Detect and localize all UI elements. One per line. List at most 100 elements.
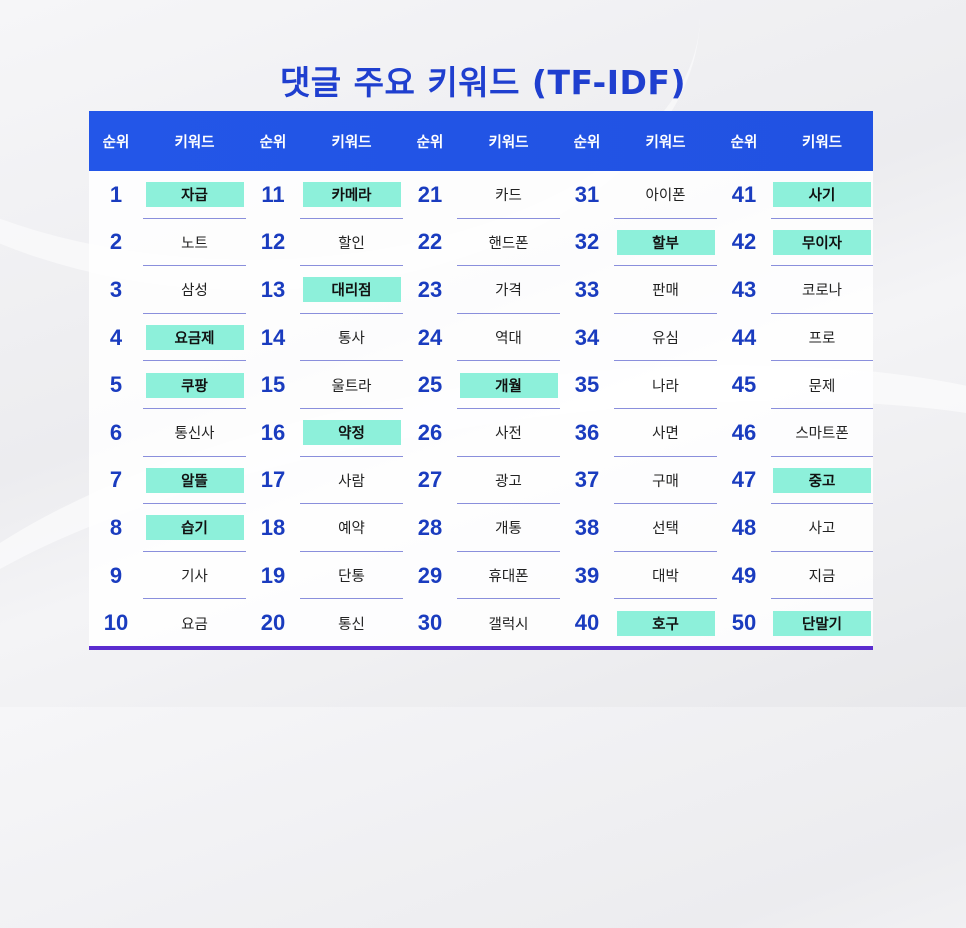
rank-number: 24	[417, 324, 443, 350]
rank-number: 9	[109, 562, 123, 588]
rank-number: 35	[574, 372, 600, 398]
page-title: 댓글 주요 키워드 (TF-IDF)	[279, 63, 687, 102]
table-body: 1 자급 11 카메라 21 카드 31 아이폰 41 사기 2 노트 12 할인 22 핸드폰 32 할부 42 무…	[89, 171, 873, 647]
keyword: 할인	[338, 235, 365, 252]
header-rank: 순위	[102, 134, 130, 151]
keyword-highlighted: 카메라	[302, 182, 401, 208]
keyword: 예약	[338, 521, 365, 538]
keyword: 핸드폰	[488, 235, 529, 252]
keyword-cell: 사기	[771, 171, 873, 219]
keyword-cell: 대리점	[300, 266, 403, 314]
rank-number: 20	[260, 610, 286, 636]
header-rank: 순위	[416, 134, 444, 151]
keyword-cell: 구매	[614, 457, 717, 505]
rank-number: 17	[260, 467, 286, 493]
keyword-cell: 프로	[771, 314, 873, 362]
keyword-highlighted: 대리점	[302, 277, 401, 303]
rank-number: 13	[260, 276, 286, 302]
keyword: 코로나	[801, 283, 843, 300]
header-rank: 순위	[573, 134, 601, 151]
keyword: 노트	[181, 235, 208, 252]
keyword-cell: 단통	[300, 552, 403, 600]
keyword-cell: 울트라	[300, 361, 403, 409]
keyword: 광고	[495, 473, 522, 490]
keyword-highlighted: 호구	[616, 610, 715, 636]
header-keyword: 키워드	[801, 134, 843, 151]
keyword-highlighted: 요금제	[145, 325, 244, 351]
keyword-cell: 코로나	[771, 266, 873, 314]
keyword: 통신사	[174, 426, 215, 443]
keyword: 삼성	[181, 283, 208, 300]
keyword: 울트라	[331, 378, 372, 395]
keyword-table: 순위 키워드 순위 키워드 순위 키워드 순위 키워드 순위 키워드 1 자급 11 카메라 21 카드 31…	[89, 111, 873, 650]
keyword: 스마트폰	[795, 426, 849, 443]
keyword-cell: 나라	[614, 361, 717, 409]
keyword: 나라	[652, 378, 679, 395]
keyword-cell: 지금	[771, 552, 873, 600]
keyword: 구매	[652, 473, 679, 490]
keyword: 프로	[808, 331, 836, 348]
keyword: 대박	[652, 569, 679, 586]
keyword-highlighted: 알뜰	[145, 467, 244, 493]
keyword-highlighted: 개월	[459, 372, 558, 398]
rank-number: 44	[731, 324, 757, 350]
header-rank: 순위	[730, 134, 758, 151]
rank-number: 47	[731, 467, 757, 493]
keyword-cell: 요금제	[143, 314, 246, 362]
header-keyword: 키워드	[645, 134, 686, 151]
header-rank: 순위	[259, 134, 287, 151]
table-header: 순위 키워드 순위 키워드 순위 키워드 순위 키워드 순위 키워드	[89, 111, 873, 171]
keyword-cell: 스마트폰	[771, 409, 873, 457]
keyword-cell: 습기	[143, 504, 246, 552]
keyword-highlighted: 무이자	[773, 229, 871, 255]
keyword-cell: 자급	[143, 171, 246, 219]
keyword: 역대	[495, 331, 522, 348]
keyword-cell: 개월	[457, 361, 560, 409]
rank-number: 21	[417, 181, 443, 207]
keyword: 갤럭시	[488, 616, 529, 633]
keyword-cell: 삼성	[143, 266, 246, 314]
keyword: 사면	[652, 426, 679, 443]
rank-number: 28	[417, 514, 443, 540]
keyword: 지금	[808, 569, 836, 586]
rank-number: 10	[103, 610, 129, 636]
keyword-cell: 사람	[300, 457, 403, 505]
keyword-cell: 통신	[300, 599, 403, 647]
keyword: 통사	[338, 331, 365, 348]
rank-number: 42	[731, 229, 757, 255]
keyword-cell: 핸드폰	[457, 219, 560, 267]
keyword: 유심	[652, 331, 679, 348]
rank-number: 38	[574, 514, 600, 540]
keyword-cell: 사전	[457, 409, 560, 457]
rank-number: 25	[417, 372, 443, 398]
keyword-cell: 할인	[300, 219, 403, 267]
keyword-cell: 대박	[614, 552, 717, 600]
rank-number: 43	[731, 276, 757, 302]
rank-number: 29	[417, 562, 443, 588]
rank-number: 49	[731, 562, 757, 588]
rank-number: 6	[109, 419, 123, 445]
keyword-highlighted: 약정	[302, 420, 401, 446]
keyword: 기사	[181, 569, 208, 586]
rank-number: 3	[109, 276, 123, 302]
rank-number: 36	[574, 419, 600, 445]
rank-number: 48	[731, 514, 757, 540]
rank-number: 15	[260, 372, 286, 398]
keyword-highlighted: 중고	[773, 467, 871, 493]
keyword-highlighted: 자급	[145, 182, 244, 208]
rank-number: 39	[574, 562, 600, 588]
header-keyword: 키워드	[331, 134, 372, 151]
keyword-cell: 카메라	[300, 171, 403, 219]
rank-number: 14	[260, 324, 286, 350]
keyword-highlighted: 사기	[773, 182, 871, 208]
rank-number: 2	[109, 229, 123, 255]
rank-number: 45	[731, 372, 757, 398]
keyword-cell: 유심	[614, 314, 717, 362]
keyword-cell: 통사	[300, 314, 403, 362]
rank-number: 32	[574, 229, 600, 255]
header-keyword: 키워드	[488, 134, 529, 151]
keyword-cell: 쿠팡	[143, 361, 246, 409]
keyword: 요금	[181, 616, 208, 633]
rank-number: 11	[261, 181, 285, 207]
keyword-cell: 갤럭시	[457, 599, 560, 647]
